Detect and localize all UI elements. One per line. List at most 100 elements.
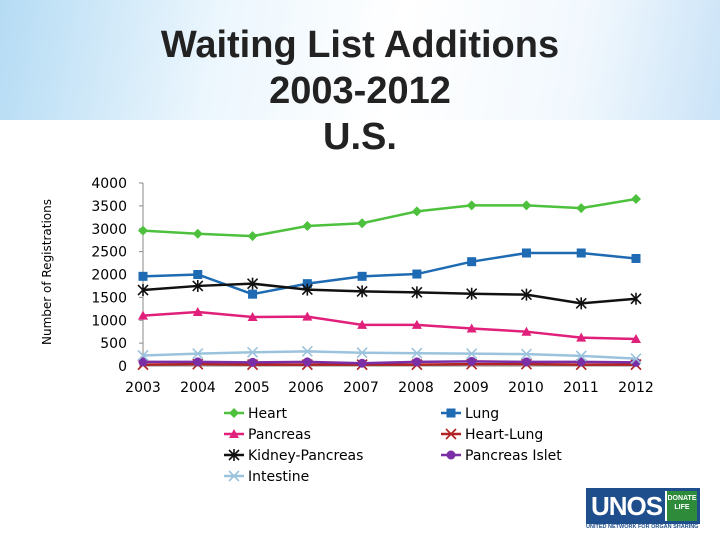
data-point-intestine [466, 348, 478, 360]
data-point-kidney-pancreas [466, 287, 478, 300]
legend-marker-heart [229, 408, 239, 418]
data-point-intestine [246, 346, 259, 358]
data-point-heart [576, 203, 587, 214]
data-point-kidney-pancreas [630, 292, 642, 305]
data-point-lung [412, 269, 422, 279]
x-tick-label: 2007 [343, 380, 379, 396]
legend-item-kidney-pancreas: Kidney-Pancreas [224, 448, 363, 464]
data-point-pancreas [631, 334, 641, 344]
data-point-pancreas [302, 311, 313, 321]
data-point-heart [247, 231, 258, 242]
x-tick-label: 2004 [180, 380, 216, 396]
series-line-lung [142, 251, 637, 296]
data-point-heart [192, 228, 203, 239]
legend-label-heart: Heart [248, 406, 287, 422]
legend-label-lung: Lung [465, 406, 499, 422]
data-point-intestine [575, 350, 587, 362]
legend-label-kidney-pancreas: Kidney-Pancreas [248, 448, 363, 464]
legend-item-intestine: Intestine [224, 469, 309, 485]
data-point-lung [193, 270, 203, 279]
legend-marker-intestine [228, 470, 240, 482]
data-point-kidney-pancreas [411, 286, 423, 299]
x-tick-label: 2012 [618, 380, 654, 396]
data-point-pancreas-islet [521, 357, 531, 367]
logo-box: UNOS DONATE LIFE [586, 488, 700, 524]
data-point-lung [357, 271, 367, 281]
data-point-heart [411, 206, 422, 217]
legend-marker-kidney-pancreas [228, 449, 240, 461]
data-point-pancreas [138, 310, 148, 320]
y-tick-label: 2000 [91, 268, 127, 284]
data-point-pancreas-islet [576, 357, 586, 367]
data-point-intestine [356, 347, 368, 359]
donate-life-badge: DONATE LIFE [665, 491, 697, 521]
unos-logo: UNOS DONATE LIFE UNITED NETWORK FOR ORGA… [586, 488, 700, 532]
series-line-pancreas-islet [143, 360, 637, 365]
legend-marker-pancreas [229, 429, 239, 438]
data-point-lung [576, 248, 586, 258]
legend-marker-heart-lung [445, 428, 457, 440]
data-point-lung [248, 289, 258, 299]
data-point-pancreas [357, 319, 368, 329]
data-point-pancreas [192, 307, 203, 317]
x-tick-label: 2005 [234, 380, 270, 396]
series-intestine [137, 345, 642, 365]
legend-item-heart-lung: Heart-Lung [441, 427, 543, 443]
series-pancreas-islet [138, 356, 641, 368]
data-point-pancreas-islet [248, 357, 258, 367]
legend-label-heart-lung: Heart-Lung [465, 427, 543, 443]
header-background [0, 0, 720, 120]
data-point-pancreas [576, 332, 587, 342]
y-tick-label: 500 [100, 336, 127, 352]
data-point-pancreas-islet [302, 357, 312, 367]
series-line-pancreas [142, 310, 637, 341]
logo-tagline: UNITED NETWORK FOR ORGAN SHARING [586, 524, 699, 530]
series-kidney-pancreas [137, 277, 642, 310]
legend-item-lung: Lung [441, 406, 499, 422]
title-line-2: 2003-2012 [269, 70, 451, 112]
series-line-kidney-pancreas [142, 282, 637, 305]
x-tick-label: 2009 [453, 380, 489, 396]
title-line-1: Waiting List Additions [160, 24, 560, 66]
legend-item-heart: Heart [224, 406, 287, 422]
data-point-lung [521, 248, 531, 258]
page-title: Waiting List Additions 2003-2012 U.S. [60, 22, 660, 160]
data-point-kidney-pancreas [246, 277, 259, 290]
legend-item-pancreas: Pancreas [224, 427, 311, 443]
data-point-kidney-pancreas [137, 284, 149, 297]
data-point-lung [631, 253, 641, 263]
legend-label-pancreas: Pancreas [248, 427, 311, 443]
y-tick-label: 3000 [91, 222, 127, 238]
data-point-intestine [411, 347, 423, 359]
y-tick-label: 3500 [91, 199, 127, 215]
data-point-pancreas-islet [138, 357, 148, 367]
series-heart [138, 194, 641, 242]
donate-life-text: DONATE LIFE [667, 491, 697, 521]
logo-text: UNOS [591, 491, 663, 521]
data-point-pancreas-islet [412, 357, 422, 367]
data-point-intestine [192, 348, 204, 360]
data-point-pancreas-islet [357, 358, 367, 368]
data-point-intestine [520, 348, 533, 360]
y-tick-label: 0 [118, 359, 127, 375]
x-tick-label: 2010 [508, 380, 544, 396]
data-point-pancreas [466, 323, 477, 333]
data-point-kidney-pancreas [520, 288, 533, 301]
data-point-heart [631, 194, 641, 205]
data-point-pancreas [411, 319, 422, 329]
data-point-kidney-pancreas [301, 283, 313, 296]
x-tick-label: 2011 [563, 380, 599, 396]
x-tick-label: 2008 [398, 380, 434, 396]
legend-item-pancreas-islet: Pancreas Islet [441, 448, 562, 464]
data-point-heart [521, 200, 532, 211]
data-point-kidney-pancreas [192, 279, 204, 292]
y-tick-label: 1000 [91, 313, 127, 329]
data-point-pancreas-islet [467, 356, 477, 366]
data-point-pancreas [247, 312, 258, 322]
legend-marker-pancreas-islet [446, 450, 456, 460]
series-line-heart [142, 197, 637, 238]
data-point-heart [138, 225, 148, 236]
data-point-pancreas [521, 326, 532, 336]
series-pancreas [138, 307, 641, 344]
y-tick-label: 4000 [91, 176, 127, 192]
